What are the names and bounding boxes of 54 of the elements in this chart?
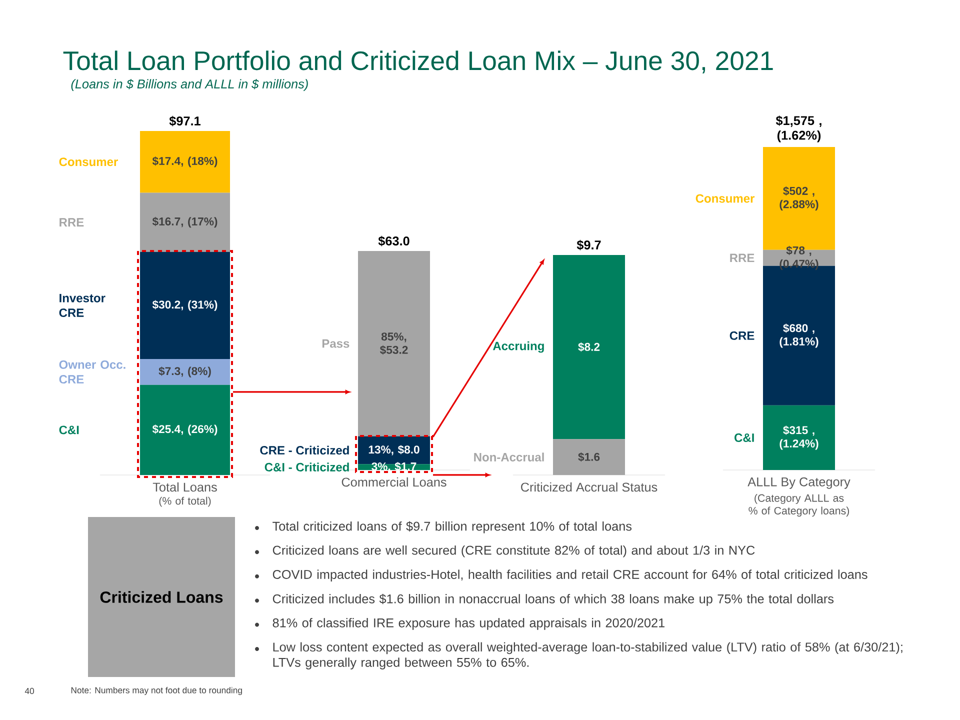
x-axis-title: (Category ALLL as % of Category loans) — [748, 494, 849, 517]
bar — [140, 359, 230, 385]
x-axis-title: (% of total) — [159, 496, 211, 507]
bar — [140, 384, 230, 475]
data-label: $680 , (1.81%) — [780, 324, 818, 348]
series-label: Pass — [322, 339, 350, 348]
data-label: $1.6 — [578, 452, 600, 462]
text: C&I — [59, 426, 79, 434]
text: COVID impacted industries-Hotel, health facilities and retail CRE account for 64% of total criticized loans — [272, 570, 868, 582]
series-label: CRE - Criticized — [260, 446, 349, 455]
series-label: CRE — [730, 331, 754, 340]
bar — [140, 130, 230, 193]
series-label: Accruing — [492, 341, 544, 353]
series-label: C&I - Criticized — [264, 462, 349, 472]
data-label: $25.4, (26%) — [152, 424, 218, 436]
x-tick-label: ALLL By Category — [748, 477, 850, 489]
data-label: 13%, $8.0 — [368, 445, 420, 456]
bar — [763, 405, 836, 470]
series-label: C&I — [734, 433, 754, 442]
total-label: $97.1 — [169, 116, 200, 126]
data-label: $502 , (2.88%) — [780, 186, 818, 210]
text: Criticized loans are well secured (CRE constitute 82% of total) and about 1/3 in NYC — [272, 545, 755, 558]
data-label: 3%, $1.7 — [372, 462, 416, 472]
chart-subtitle: (Loans in $ Billions and ALLL in $ millions) — [71, 78, 308, 91]
text: Criticized Loans — [100, 591, 223, 603]
bar — [140, 252, 230, 360]
text: Note: Numbers may not foot due to rounding — [71, 686, 242, 696]
text: Investor CRE — [59, 294, 106, 317]
data-label: $30.2, (31%) — [152, 300, 218, 311]
series-label: RRE — [730, 254, 754, 262]
data-label: $315 , (1.24%) — [780, 426, 818, 450]
total-label: $1,575 , (1.62%) — [776, 116, 822, 142]
text: Total criticized loans of $9.7 billion represent 10% of total loans — [272, 521, 632, 534]
text: Criticized includes $1.6 billion in nonaccrual loans of which 38 loans make up 75% the total dollars — [272, 594, 834, 606]
text: 81% of classified IRE exposure has updated appraisals in 2020/2021 — [272, 618, 664, 630]
text: 40 — [24, 688, 34, 694]
data-label: $7.3, (8%) — [158, 366, 211, 378]
series-label: Non-Accrual — [474, 452, 544, 462]
data-label: $17.4, (18%) — [152, 156, 218, 168]
data-label: 85%, $53.2 — [380, 332, 408, 355]
text: Total Loan Portfolio and Criticized Loan Mix – June 30, 2021 — [63, 50, 773, 74]
x-tick-label: Total Loans — [152, 482, 217, 492]
data-label: $16.7, (17%) — [152, 216, 218, 228]
data-label: $8.2 — [578, 342, 600, 352]
total-label: $9.7 — [576, 240, 601, 250]
series-label: Consumer — [696, 194, 755, 203]
text: Low loss content expected as overall weighted-average loan-to-stabilized value (LTV) ratio of 58% (at 6/30/21); LTVs generally ranged between 55% to 65%. — [273, 642, 902, 670]
series-label: Owner Occ. CRE — [59, 360, 126, 384]
x-tick-label: Criticized Accrual Status — [521, 482, 658, 492]
text: RRE — [60, 218, 84, 226]
series-label: Consumer — [59, 158, 118, 166]
bar — [140, 192, 230, 252]
total-label: $63.0 — [378, 236, 410, 246]
x-tick-label: Commercial Loans — [342, 477, 446, 487]
